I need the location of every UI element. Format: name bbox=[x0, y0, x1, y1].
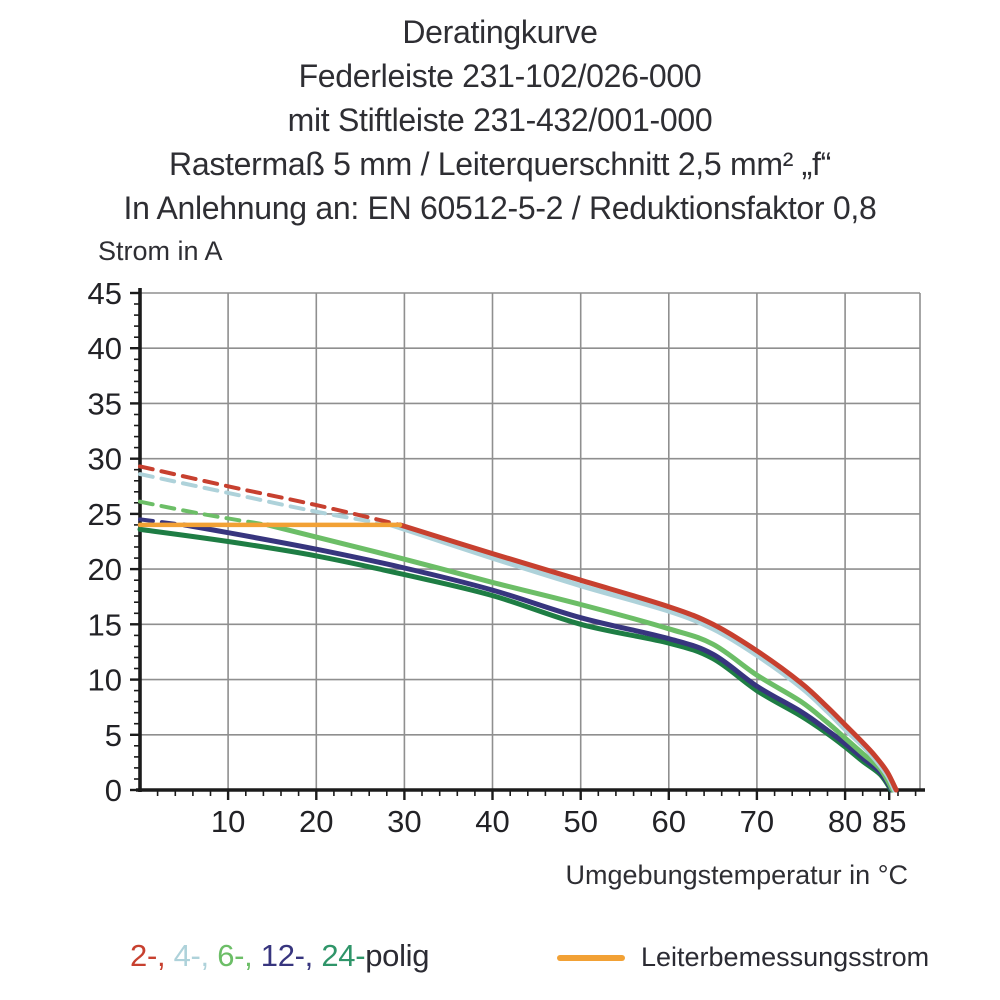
legend-part: 2-, bbox=[130, 938, 166, 973]
x-tick-label: 80 bbox=[828, 804, 862, 839]
x-tick-label: 70 bbox=[740, 804, 774, 839]
title-line-4: Rastermaß 5 mm / Leiterquerschnitt 2,5 m… bbox=[169, 146, 831, 182]
curve-4-polig-dashed bbox=[138, 472, 394, 527]
rated-current-label: Leiterbemessungsstrom bbox=[641, 942, 930, 972]
curve-4-polig bbox=[388, 522, 897, 793]
title-line-5: In Anlehnung an: EN 60512-5-2 / Reduktio… bbox=[123, 190, 877, 226]
x-axis-title: Umgebungstemperatur in °C bbox=[565, 860, 908, 890]
curve-24-polig bbox=[137, 526, 894, 793]
y-axis-title: Strom in A bbox=[98, 236, 223, 266]
x-tick-label: 40 bbox=[475, 804, 509, 839]
y-tick-label: 15 bbox=[88, 607, 122, 642]
x-tick-label: 50 bbox=[563, 804, 597, 839]
x-tick-label: 20 bbox=[299, 804, 333, 839]
curve-12-polig bbox=[181, 522, 895, 793]
curve-2-polig bbox=[397, 522, 899, 793]
y-tick-label: 40 bbox=[88, 331, 122, 366]
y-tick-label: 30 bbox=[88, 442, 122, 477]
y-tick-label: 45 bbox=[88, 276, 122, 311]
x-tick-label: 30 bbox=[387, 804, 421, 839]
y-tick-label: 10 bbox=[88, 663, 122, 698]
rated-current-line-swatch bbox=[557, 954, 625, 961]
legend-part: 4-, bbox=[165, 938, 210, 973]
legend-part: 24- bbox=[313, 938, 366, 973]
y-tick-label: 35 bbox=[88, 386, 122, 421]
title-line-2: Federleiste 231-102/026-000 bbox=[298, 58, 702, 94]
x-tick-label: 85 bbox=[872, 804, 906, 839]
y-tick-label: 25 bbox=[88, 497, 122, 532]
x-tick-label: 60 bbox=[652, 804, 686, 839]
x-tick-label: 10 bbox=[211, 804, 245, 839]
y-tick-label: 0 bbox=[105, 773, 122, 808]
legend-part: polig bbox=[365, 938, 430, 973]
legend-rated-current: Leiterbemessungsstrom bbox=[557, 942, 929, 973]
curve-2-polig-dashed bbox=[138, 464, 402, 527]
title-line-3: mit Stiftleiste 231-432/001-000 bbox=[287, 102, 713, 138]
title-line-1: Deratingkurve bbox=[402, 14, 598, 50]
legend-pole-counts: 2-, 4-, 6-, 12-, 24-polig bbox=[130, 938, 430, 974]
y-tick-label: 5 bbox=[105, 718, 122, 753]
chart-title-block: Deratingkurve Federleiste 231-102/026-00… bbox=[0, 10, 1000, 230]
legend-part: 12-, bbox=[252, 938, 314, 973]
legend-part: 6-, bbox=[208, 938, 253, 973]
y-tick-label: 20 bbox=[88, 552, 122, 587]
curve-6-polig bbox=[265, 522, 896, 793]
curve-12-polig-dashed bbox=[138, 517, 187, 527]
